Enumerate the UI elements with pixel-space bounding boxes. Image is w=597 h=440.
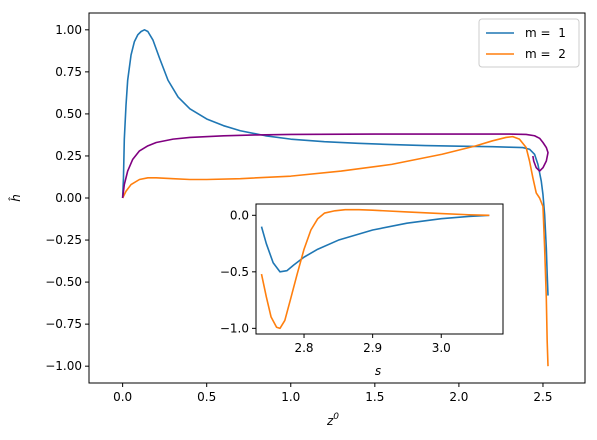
inset-x-ticks: 2.8 2.9 3.0 [294,334,451,355]
main-y-axis-label: ĥ [8,194,23,202]
main-y-tick-label: −0.75 [45,317,82,331]
legend-label-m2: m = 2 [525,47,566,61]
main-y-tick-label: −0.25 [45,233,82,247]
inset-axes: 2.8 2.9 3.0 0.0 −0.5 −1.0 s [220,203,504,378]
inset-y-tick-label: −0.5 [220,265,249,279]
main-series-line-m1 [121,29,549,296]
main-y-tick-label: −0.50 [45,275,82,289]
main-y-tick-label: 0.75 [55,65,82,79]
main-y-tick-label: −1.00 [45,359,82,373]
main-lines [121,29,549,367]
main-series-line-m2 [121,135,549,367]
main-x-axis-label: z0 [326,412,339,428]
inset-series-line-m1 [260,214,490,273]
main-x-axis-label-sup: 0 [333,412,339,422]
main-x-tick-label: 2.5 [533,390,552,404]
main-plot-frame [88,12,586,384]
inset-y-tick-label: −1.0 [220,321,249,335]
legend-box [478,18,580,68]
main-x-tick-label: 1.5 [365,390,384,404]
main-axes: 0.0 0.5 1.0 1.5 2.0 2.5 1.000.750.500.250.00−… [8,12,586,428]
main-x-tick-label: 0.5 [197,390,216,404]
inset-x-axis-label: s [375,364,381,378]
main-series-line-2 [121,133,549,199]
main-y-tick-label: 0.50 [55,107,82,121]
main-y-tick-label: 0.25 [55,149,82,163]
inset-lines [260,208,490,330]
inset-y-tick-label: 0.0 [230,208,249,222]
main-x-tick-label: 0.0 [113,390,132,404]
inset-y-ticks: 0.0 −0.5 −1.0 [220,208,256,335]
inset-background [256,204,503,334]
inset-x-tick-label: 2.9 [363,341,382,355]
main-x-ticks: 0.0 0.5 1.0 1.5 2.0 2.5 [113,383,553,404]
main-y-ticks: 1.00 0.75 0.50 0.25 0.00 −0.25 −0.50 −0.75 −1.00 [45,23,89,373]
main-y-tick-label: 1.00 [55,23,82,37]
inset-plot-frame [255,203,504,335]
main-y-tick-label: 0.00 [55,191,82,205]
legend: m = 1 m = 2 [478,18,580,68]
inset-series-line-m2 [260,208,490,330]
inset-x-tick-label: 2.8 [294,341,313,355]
legend-label-m1: m = 1 [525,26,566,40]
main-x-tick-label: 1.0 [281,390,300,404]
main-x-axis-label-base: z [326,414,334,428]
main-x-tick-label: 2.0 [449,390,468,404]
inset-x-tick-label: 3.0 [432,341,451,355]
